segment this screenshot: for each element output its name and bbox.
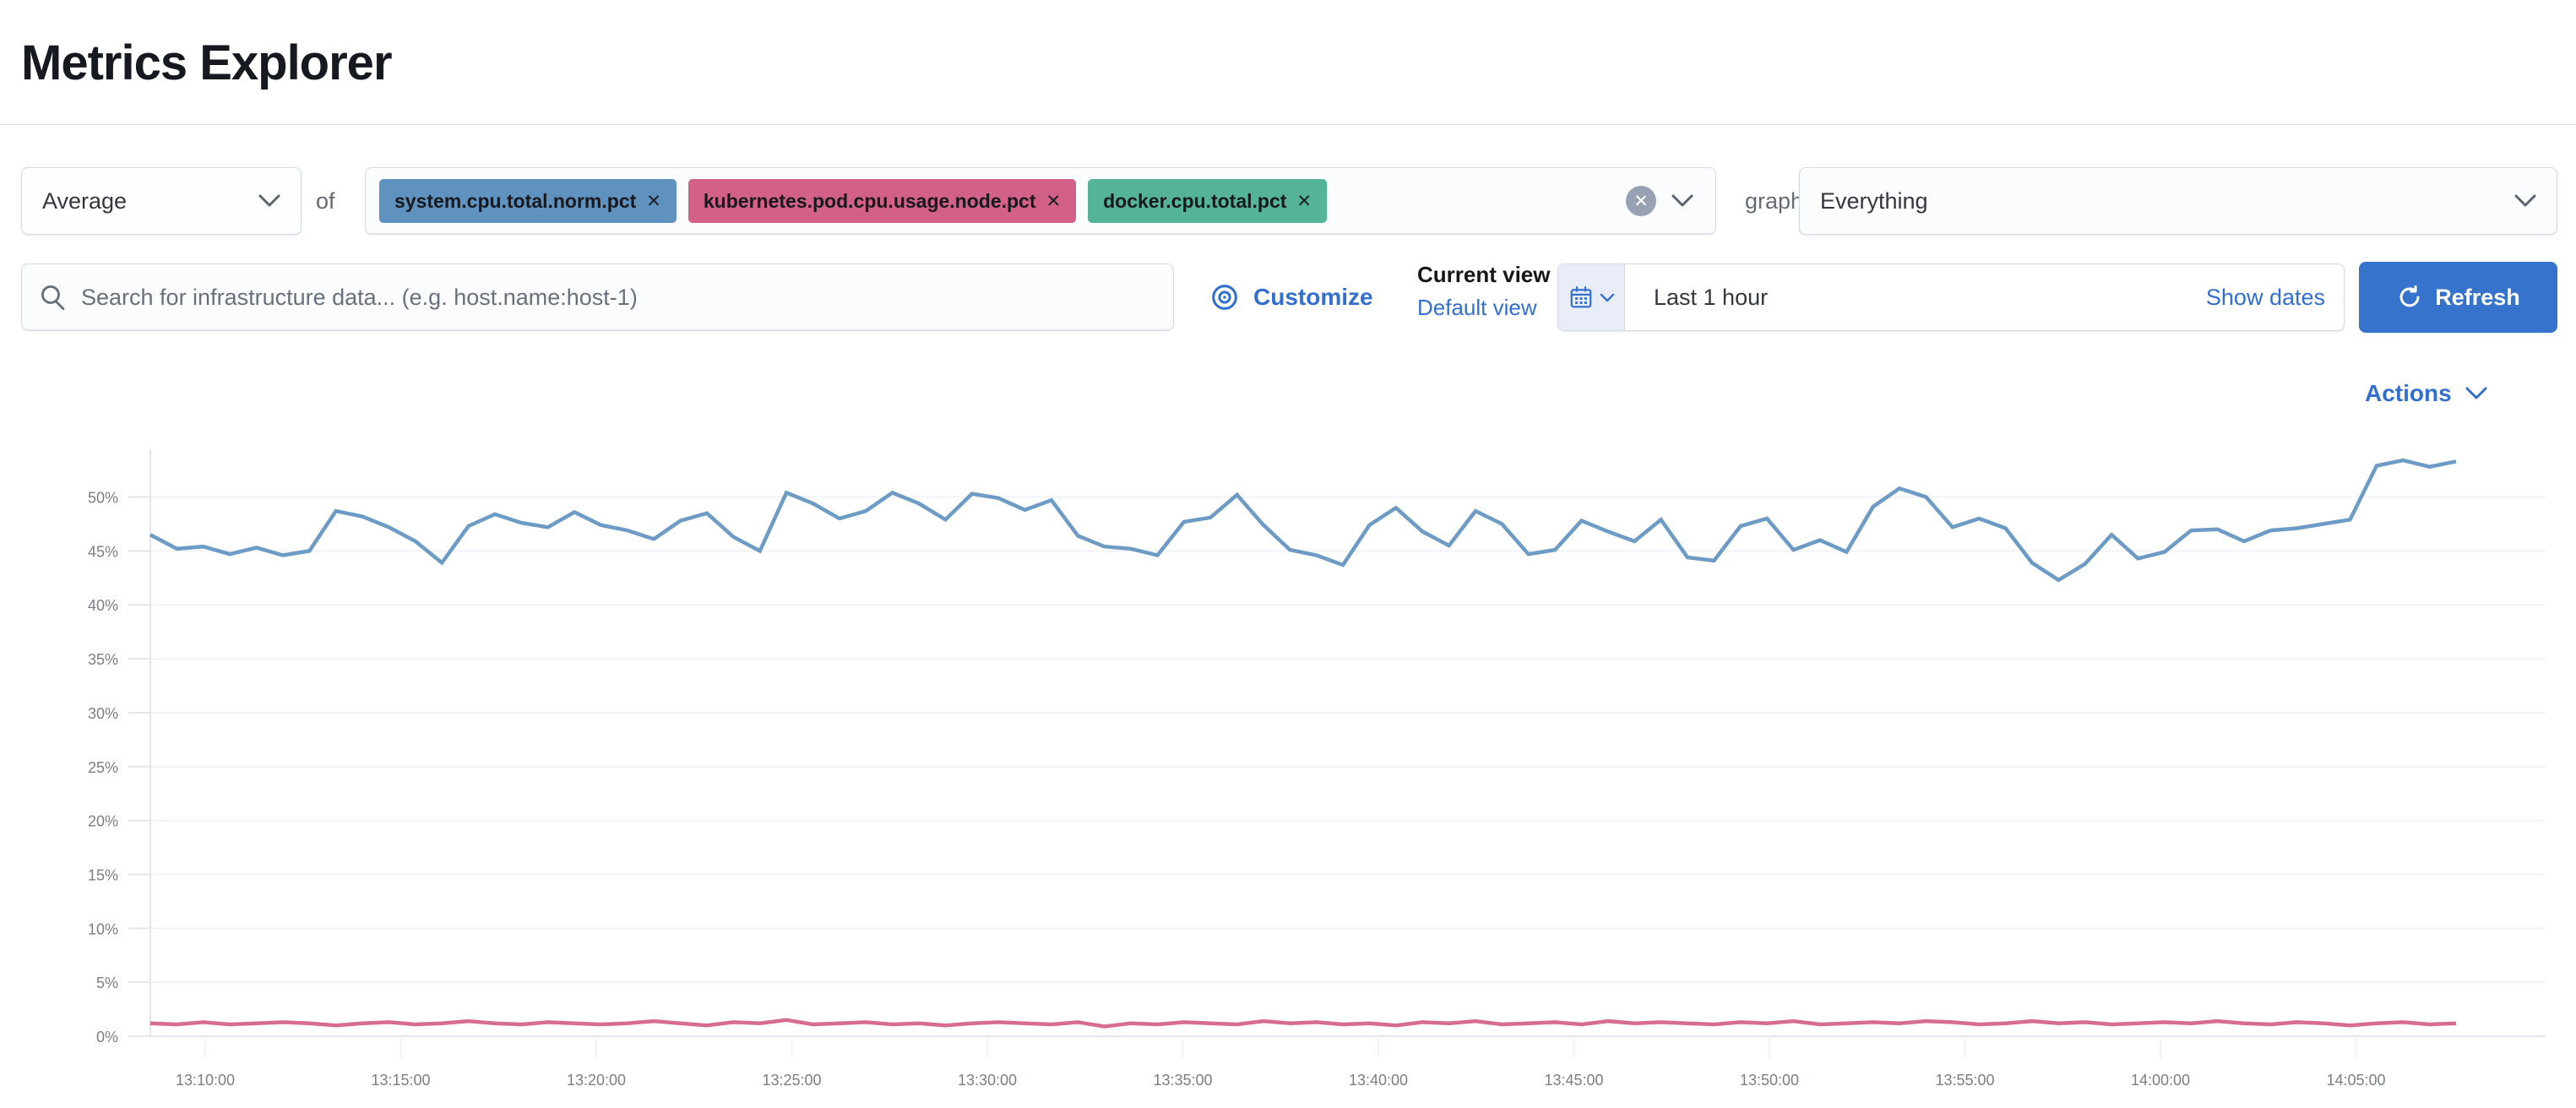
metric-badge[interactable]: kubernetes.pod.cpu.usage.node.pct ✕ (687, 179, 1077, 223)
current-view-label: Current view (1417, 262, 1551, 287)
svg-text:13:10:00: 13:10:00 (176, 1072, 235, 1089)
svg-text:13:35:00: 13:35:00 (1153, 1072, 1212, 1089)
svg-text:13:15:00: 13:15:00 (371, 1072, 430, 1089)
svg-text:0%: 0% (96, 1029, 118, 1046)
eye-icon (1212, 285, 1237, 310)
show-dates-button[interactable]: Show dates (2205, 284, 2325, 310)
combobox-controls: ✕ (1626, 186, 1693, 216)
svg-text:30%: 30% (88, 705, 118, 722)
customize-button[interactable]: Customize (1209, 263, 1373, 331)
svg-text:40%: 40% (88, 597, 118, 614)
of-label: of (316, 187, 335, 214)
group-by-select[interactable]: Everything (1799, 167, 2557, 235)
aggregation-select[interactable]: Average (21, 167, 302, 235)
svg-text:13:40:00: 13:40:00 (1349, 1072, 1408, 1089)
remove-metric-icon[interactable]: ✕ (646, 191, 661, 211)
svg-text:14:00:00: 14:00:00 (2131, 1072, 2190, 1089)
search-icon (41, 285, 65, 311)
svg-text:45%: 45% (88, 543, 118, 560)
svg-text:13:55:00: 13:55:00 (1935, 1072, 1994, 1089)
svg-text:14:05:00: 14:05:00 (2326, 1072, 2385, 1089)
search-placeholder: Search for infrastructure data... (e.g. … (81, 284, 638, 310)
svg-text:13:30:00: 13:30:00 (958, 1072, 1017, 1089)
aggregation-value: Average (42, 187, 128, 214)
metrics-combobox[interactable]: system.cpu.total.norm.pct ✕ kubernetes.p… (365, 167, 1716, 235)
group-by-value: Everything (1820, 187, 1928, 214)
date-picker: Last 1 hour Show dates (1557, 263, 2345, 331)
chevron-down-icon (1600, 293, 1614, 301)
svg-text:10%: 10% (88, 921, 118, 937)
metric-badge-label: kubernetes.pod.cpu.usage.node.pct (703, 189, 1036, 212)
default-view-link[interactable]: Default view (1417, 295, 1537, 320)
svg-text:13:50:00: 13:50:00 (1740, 1072, 1799, 1089)
metric-badge-label: docker.cpu.total.pct (1103, 189, 1287, 212)
view-info: Current view Default view (1417, 258, 1578, 324)
chevron-down-icon[interactable] (1671, 194, 1693, 208)
date-quick-select-button[interactable] (1558, 264, 1625, 330)
svg-text:25%: 25% (88, 759, 118, 776)
metrics-line-chart[interactable]: 0% 5% 10% 15% 20% 25% 30% 35% 40% 45% 50% 13:10:00 1… (0, 422, 2576, 1108)
page-title: Metrics Explorer (21, 35, 393, 90)
calendar-icon (1570, 286, 1591, 308)
refresh-button[interactable]: Refresh (2359, 262, 2557, 333)
time-range-value[interactable]: Last 1 hour (1654, 284, 1769, 310)
search-input[interactable]: Search for infrastructure data... (e.g. … (21, 263, 1174, 331)
clear-all-icon[interactable]: ✕ (1626, 186, 1656, 216)
svg-text:50%: 50% (88, 490, 118, 507)
actions-menu-button[interactable]: Actions (2365, 380, 2487, 407)
metric-badge[interactable]: docker.cpu.total.pct ✕ (1088, 179, 1327, 223)
refresh-label: Refresh (2435, 284, 2520, 310)
metric-badge[interactable]: system.cpu.total.norm.pct ✕ (379, 179, 677, 223)
svg-text:13:25:00: 13:25:00 (762, 1072, 821, 1089)
svg-text:13:45:00: 13:45:00 (1544, 1072, 1603, 1089)
metric-badge-label: system.cpu.total.norm.pct (394, 189, 637, 212)
chevron-down-icon (2514, 194, 2536, 207)
customize-label: Customize (1253, 284, 1373, 310)
svg-text:35%: 35% (88, 651, 118, 668)
remove-metric-icon[interactable]: ✕ (1296, 191, 1312, 211)
svg-text:15%: 15% (88, 866, 118, 883)
svg-text:20%: 20% (88, 813, 118, 830)
svg-text:13:20:00: 13:20:00 (567, 1072, 626, 1089)
chevron-down-icon (2465, 387, 2487, 399)
refresh-icon (2399, 285, 2420, 307)
actions-label: Actions (2365, 380, 2452, 406)
header-divider (0, 124, 2576, 125)
remove-metric-icon[interactable]: ✕ (1046, 191, 1062, 211)
chevron-down-icon (258, 194, 280, 207)
svg-text:5%: 5% (96, 975, 118, 991)
